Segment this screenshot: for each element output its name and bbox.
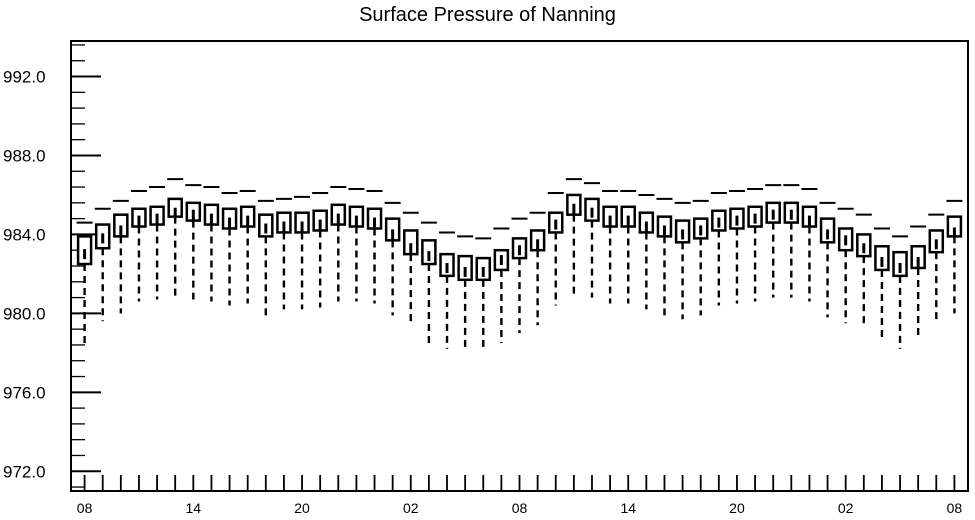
- x-tick-label: 14: [186, 500, 202, 516]
- chart-title: Surface Pressure of Nanning: [359, 4, 616, 26]
- box-item: [855, 213, 872, 326]
- x-tick-label: 08: [512, 500, 528, 516]
- box-item: [728, 190, 745, 304]
- box-item: [583, 182, 600, 298]
- y-tick-label: 992.0: [3, 68, 46, 87]
- box-item: [76, 221, 93, 343]
- x-axis: 08 14 20 02 08 14 20 02 08: [77, 475, 963, 516]
- box-item: [674, 201, 691, 320]
- box-item: [783, 184, 800, 298]
- x-tick-label: 20: [294, 500, 310, 516]
- box-item: [130, 190, 147, 302]
- box-item: [149, 186, 166, 300]
- box-item: [873, 227, 890, 341]
- box-item: [239, 190, 256, 304]
- box-item: [402, 211, 419, 326]
- box-item: [638, 193, 655, 310]
- box-item: [765, 184, 782, 298]
- plot-frame: [70, 40, 969, 492]
- box-item: [94, 207, 111, 322]
- x-tick-label: 02: [403, 500, 419, 516]
- x-tick-label: 20: [729, 500, 745, 516]
- box-item: [348, 188, 365, 302]
- y-tick-label: 988.0: [3, 146, 46, 165]
- y-tick-label: 972.0: [3, 462, 46, 481]
- box-item: [384, 201, 401, 316]
- x-tick-label: 08: [947, 500, 963, 516]
- box-item: [565, 178, 582, 294]
- box-item: [420, 221, 437, 343]
- box-item: [112, 199, 129, 314]
- box-item: [710, 191, 727, 306]
- y-axis: 972.0 976.0 980.0 984.0 988.0 992.0: [3, 44, 101, 488]
- box-item: [511, 217, 528, 334]
- box-item: [692, 199, 709, 316]
- box-item: [946, 199, 963, 314]
- box-item: [801, 188, 818, 302]
- box-item: [457, 235, 474, 351]
- box-item: [747, 188, 764, 302]
- box-item: [602, 190, 619, 304]
- box-item: [312, 191, 329, 308]
- box-item: [892, 235, 909, 349]
- box-item: [547, 191, 564, 306]
- x-tick-label: 02: [838, 500, 854, 516]
- box-item: [203, 186, 220, 302]
- y-tick-label: 984.0: [3, 225, 46, 244]
- box-item: [221, 191, 238, 306]
- iqr-box: [403, 229, 419, 256]
- box-item: [837, 207, 854, 324]
- x-tick-label: 08: [77, 500, 93, 516]
- y-tick-label: 980.0: [3, 304, 46, 323]
- box-item: [656, 197, 673, 318]
- box-item: [366, 190, 383, 304]
- box-item: [910, 225, 927, 336]
- box-item: [493, 227, 510, 343]
- box-item: [185, 184, 202, 300]
- x-tick-label: 14: [620, 500, 636, 516]
- box-item: [928, 213, 945, 324]
- box-item: [475, 237, 492, 351]
- box-item: [819, 201, 836, 318]
- box-item: [294, 195, 311, 310]
- box-item: [167, 178, 184, 296]
- box-item: [330, 186, 347, 302]
- box-item: [257, 199, 274, 316]
- y-tick-label: 976.0: [3, 383, 46, 402]
- box-item: [620, 190, 637, 304]
- box-series: [76, 178, 963, 351]
- box-item: [275, 197, 292, 310]
- box-item: [529, 211, 546, 326]
- box-item: [439, 231, 456, 349]
